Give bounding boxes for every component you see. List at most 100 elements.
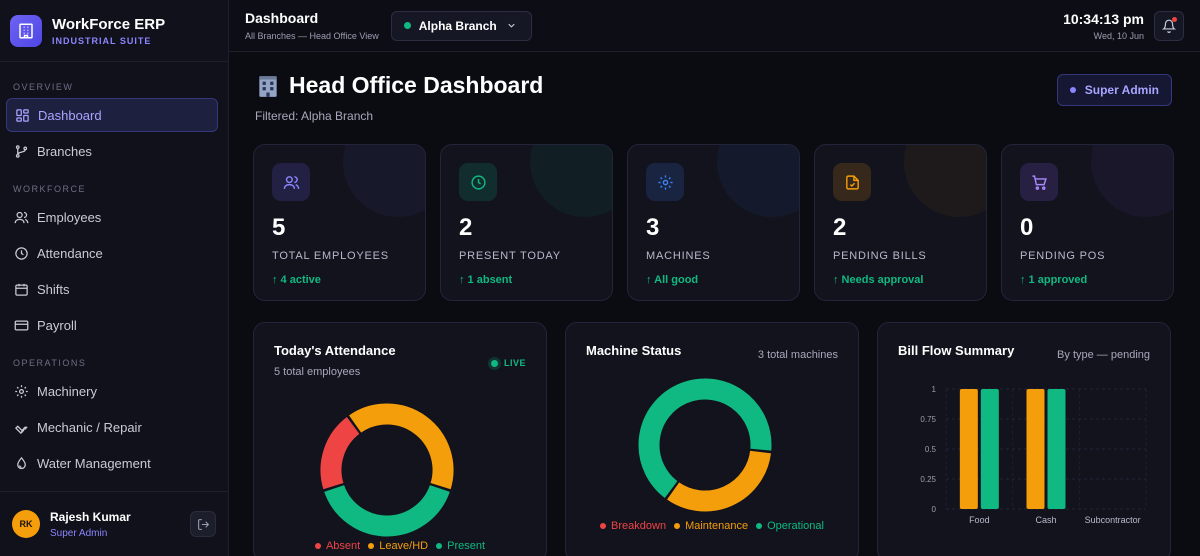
- decorative-blob: [343, 145, 425, 217]
- sidebar-item-payroll[interactable]: Payroll: [6, 308, 218, 342]
- water-icon: [17, 456, 26, 469]
- y-tick-label: 0: [932, 505, 937, 514]
- stat-value: 5: [272, 214, 286, 241]
- attendance-panel: Today's Attendance 5 total employees LIV…: [253, 322, 547, 556]
- page-title-text: Head Office Dashboard: [289, 72, 544, 98]
- sidebar-item-label: Mechanic / Repair: [37, 419, 142, 435]
- stat-card-machines[interactable]: 3 MACHINES ↑ All good: [627, 144, 800, 301]
- clock-icon: [459, 163, 497, 201]
- bar-food-1[interactable]: [980, 389, 999, 509]
- bell-icon: [1162, 19, 1176, 33]
- legend-swatch: [674, 523, 681, 529]
- machine-slice-operational[interactable]: [637, 377, 773, 500]
- stats-row: 5 TOTAL EMPLOYEES ↑ 4 active 2 PRESENT T…: [253, 144, 1174, 301]
- stat-card-pending-bills[interactable]: 2 PENDING BILLS ↑ Needs approval: [814, 144, 987, 301]
- bill-bar-chart: 0 0.25 0.5 0.75 1 Food Cash Subcontractor: [920, 385, 1147, 525]
- legend-item-operational: Operational: [756, 520, 824, 532]
- logout-icon: [197, 518, 209, 530]
- branch-select[interactable]: Alpha Branch: [390, 10, 532, 41]
- stat-label: MACHINES: [646, 250, 711, 262]
- machine-donut-chart: [637, 377, 773, 513]
- sidebar-item-label: Machinery: [37, 383, 97, 399]
- stat-label: PENDING POS: [1020, 250, 1106, 262]
- sidebar-item-attendance[interactable]: Attendance: [6, 236, 218, 270]
- brand-subtitle: INDUSTRIAL SUITE: [52, 35, 152, 46]
- page-filter: Filtered: Alpha Branch: [255, 109, 374, 123]
- card-icon: [14, 320, 29, 330]
- logout-button[interactable]: [190, 511, 216, 537]
- panel-title: Machine Status: [586, 343, 682, 358]
- topbar-title: Dashboard: [245, 10, 319, 26]
- stat-card-total-employees[interactable]: 5 TOTAL EMPLOYEES ↑ 4 active: [253, 144, 426, 301]
- bar-cash-1[interactable]: [1047, 389, 1066, 509]
- live-indicator: LIVE: [490, 358, 526, 368]
- decorative-blob: [717, 145, 799, 217]
- legend-item-present: Present: [436, 540, 485, 552]
- machine-status-panel: Machine Status 3 total machines Breakdow…: [565, 322, 859, 556]
- building-icon: [259, 75, 277, 97]
- status-dot: [403, 22, 411, 29]
- stat-value: 2: [459, 214, 473, 241]
- sidebar-item-branches[interactable]: Branches: [6, 134, 218, 168]
- topbar: Dashboard All Branches — Head Office Vie…: [229, 0, 1200, 52]
- stat-value: 0: [1020, 214, 1034, 241]
- legend-item-leave: Leave/HD: [368, 540, 428, 552]
- sidebar-item-dashboard[interactable]: Dashboard: [6, 98, 218, 132]
- notifications-button[interactable]: [1154, 10, 1184, 41]
- live-dot: [490, 359, 498, 367]
- stat-card-pending-pos[interactable]: 0 PENDING POS ↑ 1 approved: [1001, 144, 1174, 301]
- main-content: Dashboard All Branches — Head Office Vie…: [229, 0, 1200, 556]
- attendance-slice-present[interactable]: [322, 483, 452, 538]
- decorative-blob: [530, 145, 612, 217]
- y-tick-label: 0.75: [920, 415, 936, 424]
- branch-icon: [15, 144, 28, 158]
- sidebar-item-shifts[interactable]: Shifts: [6, 272, 218, 306]
- section-label-workforce: WORKFORCE: [13, 184, 86, 194]
- stat-trend: ↑ 1 absent: [459, 274, 513, 286]
- attendance-donut-chart: [319, 402, 455, 538]
- role-dot: [1069, 87, 1076, 93]
- users-icon: [14, 211, 29, 223]
- decorative-blob: [1091, 145, 1173, 217]
- legend-swatch: [368, 543, 375, 549]
- y-tick-label: 0.25: [920, 475, 936, 484]
- panel-meta: 3 total machines: [757, 349, 838, 361]
- legend-item-breakdown: Breakdown: [600, 520, 666, 532]
- y-tick-label: 0.5: [925, 445, 937, 454]
- section-label-overview: OVERVIEW: [13, 82, 74, 92]
- stat-trend: ↑ 1 approved: [1020, 274, 1088, 286]
- sidebar-item-label: Employees: [37, 209, 102, 225]
- avatar[interactable]: RK: [12, 510, 40, 538]
- topbar-right: 10:34:13 pm Wed, 10 Jun: [1063, 10, 1184, 41]
- users-icon: [272, 163, 310, 201]
- sidebar-item-machinery[interactable]: Machinery: [6, 374, 218, 408]
- legend-label: Operational: [767, 520, 824, 532]
- bar-food-0[interactable]: [959, 389, 978, 509]
- attendance-slice-leave-hd[interactable]: [347, 402, 455, 491]
- role-badge[interactable]: Super Admin: [1056, 74, 1172, 106]
- panels-row: Today's Attendance 5 total employees LIV…: [253, 322, 1171, 556]
- sidebar-item-label: Shifts: [37, 281, 70, 297]
- page-title: Head Office Dashboard: [255, 72, 543, 99]
- legend-item-maintenance: Maintenance: [674, 520, 748, 532]
- sidebar-item-employees[interactable]: Employees: [6, 200, 218, 234]
- attendance-slice-absent[interactable]: [319, 415, 361, 491]
- chevron-down-icon: [508, 23, 515, 28]
- sidebar-item-label: Payroll: [37, 317, 77, 333]
- sidebar-item-water-management[interactable]: Water Management: [6, 446, 218, 480]
- sidebar-item-mechanic-repair[interactable]: Mechanic / Repair: [6, 410, 218, 444]
- legend-label: Breakdown: [611, 520, 667, 532]
- wrench-icon: [14, 424, 28, 434]
- sidebar-item-label: Branches: [37, 143, 92, 159]
- sidebar-item-label: Water Management: [37, 455, 151, 471]
- machine-slice-maintenance[interactable]: [665, 449, 773, 513]
- notification-dot: [1172, 16, 1177, 22]
- bar-cash-0[interactable]: [1026, 389, 1045, 509]
- stat-label: TOTAL EMPLOYEES: [272, 250, 389, 262]
- decorative-blob: [904, 145, 986, 217]
- stat-card-present-today[interactable]: 2 PRESENT TODAY ↑ 1 absent: [440, 144, 613, 301]
- sidebar-item-label: Dashboard: [38, 107, 102, 123]
- legend-label: Present: [447, 540, 486, 552]
- stat-value: 2: [833, 214, 847, 241]
